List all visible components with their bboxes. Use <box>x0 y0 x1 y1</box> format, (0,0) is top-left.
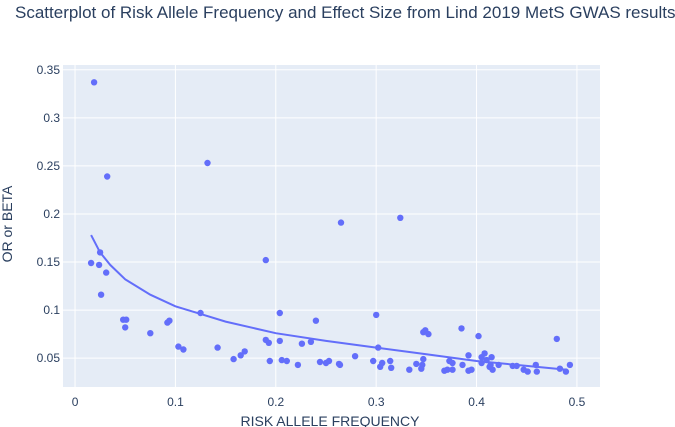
data-point <box>96 249 104 256</box>
data-point <box>351 353 359 360</box>
data-point <box>375 344 382 351</box>
data-point <box>294 361 302 369</box>
data-point <box>122 324 129 331</box>
data-point <box>262 256 269 264</box>
y-tick-label: 0.1 <box>43 303 60 317</box>
plot-area: 0 0.1 0.2 0.3 0.4 0.5 0.05 0.1 0.15 0.2 0.25 0.3 0.3… <box>37 63 600 409</box>
x-tick-label: 0.2 <box>267 395 284 409</box>
data-point <box>483 356 490 364</box>
plot-background <box>63 65 600 387</box>
y-tick-label: 0.3 <box>43 111 60 125</box>
data-point <box>316 358 324 366</box>
data-point <box>95 261 103 269</box>
x-tick-label: 0.3 <box>368 395 385 409</box>
data-point <box>488 354 495 361</box>
data-point <box>459 361 466 369</box>
data-point <box>468 366 475 373</box>
data-point <box>387 357 394 365</box>
data-point <box>524 368 531 375</box>
data-point <box>336 361 344 369</box>
data-point <box>265 339 272 346</box>
data-point <box>444 366 451 373</box>
data-point <box>513 362 520 370</box>
data-point <box>103 269 110 276</box>
data-point <box>406 366 413 373</box>
x-tick-label: 0 <box>72 395 79 409</box>
chart-title: Scatterplot of Risk Allele Frequency and… <box>15 3 675 22</box>
data-point <box>87 259 95 267</box>
data-point <box>413 360 420 368</box>
data-point <box>175 343 182 350</box>
data-point <box>337 219 345 226</box>
data-point <box>325 357 333 365</box>
data-point <box>425 330 432 338</box>
data-point <box>180 346 187 353</box>
data-point <box>388 364 395 371</box>
y-tick-label: 0.35 <box>37 63 61 77</box>
data-point <box>266 357 273 365</box>
data-point <box>214 344 221 351</box>
data-point <box>166 317 173 324</box>
data-point <box>495 361 502 369</box>
data-point <box>478 359 485 367</box>
data-point <box>278 356 285 364</box>
data-point <box>397 214 404 221</box>
data-point <box>241 348 248 355</box>
data-point <box>104 173 111 180</box>
data-point <box>449 366 456 373</box>
data-point <box>370 357 377 365</box>
x-tick-label: 0.1 <box>167 395 184 409</box>
trend-line <box>90 234 567 371</box>
data-point <box>532 361 539 369</box>
data-point <box>230 355 237 363</box>
x-axis-title: RISK ALLELE FREQUENCY <box>241 413 421 427</box>
y-tick-label: 0.15 <box>37 255 61 269</box>
y-tick-label: 0.2 <box>43 207 60 221</box>
data-point <box>481 350 488 357</box>
data-point <box>420 355 427 363</box>
data-point <box>553 335 560 343</box>
data-point <box>237 352 244 359</box>
data-point <box>197 309 204 317</box>
data-point <box>556 365 564 372</box>
x-tick-label: 0.4 <box>468 395 485 409</box>
data-point <box>307 338 315 345</box>
data-point <box>97 291 105 298</box>
data-point <box>276 309 283 317</box>
y-tick-label: 0.25 <box>37 159 61 173</box>
x-tick-label: 0.5 <box>569 395 586 409</box>
data-point <box>283 357 290 365</box>
data-point <box>312 317 320 324</box>
data-point <box>465 352 472 359</box>
data-point <box>533 368 540 375</box>
data-point <box>487 361 494 369</box>
data-point <box>204 159 211 167</box>
data-point <box>562 368 570 375</box>
data-point <box>458 325 465 332</box>
data-point <box>147 330 154 337</box>
data-point <box>489 366 496 373</box>
data-point <box>449 359 456 367</box>
data-point <box>419 361 426 369</box>
data-point <box>475 332 482 340</box>
data-point <box>379 359 386 367</box>
data-point <box>276 337 283 345</box>
y-tick-label: 0.05 <box>37 351 61 365</box>
data-point <box>566 361 574 369</box>
data-point <box>90 79 98 86</box>
data-point <box>298 340 306 347</box>
y-axis-title: OR or BETA <box>0 185 15 262</box>
data-point <box>373 311 380 319</box>
data-point <box>123 316 130 323</box>
